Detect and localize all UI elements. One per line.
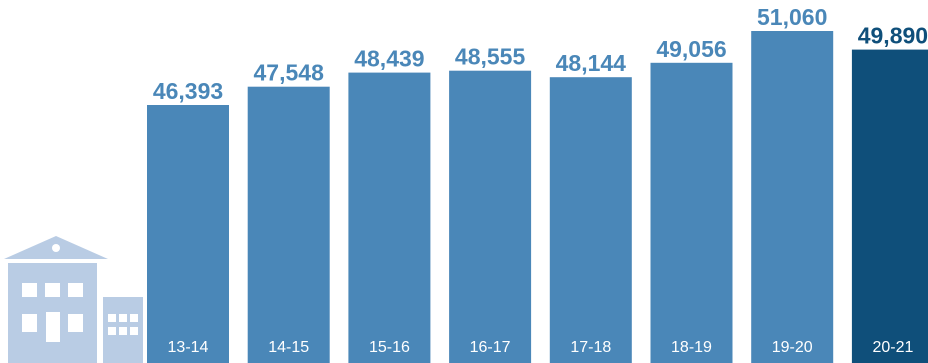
bar-16-17: [449, 70, 532, 363]
category-label-13-14: 13-14: [168, 339, 209, 356]
building-roof-window: [52, 244, 60, 252]
category-labels-group: 13-14 14-15 15-16 16-17 17-18 18-19 19-20 20-21: [168, 339, 914, 356]
category-label-17-18: 17-18: [570, 339, 611, 356]
value-label-18-19: 49,056: [656, 36, 726, 62]
building-door: [46, 312, 60, 342]
category-label-20-21: 20-21: [872, 339, 913, 356]
category-label-14-15: 14-15: [268, 339, 309, 356]
value-label-17-18: 48,144: [556, 50, 627, 76]
bar-17-18: [549, 77, 632, 363]
category-label-19-20: 19-20: [772, 339, 813, 356]
value-label-20-21: 49,890: [858, 23, 928, 49]
bar-19-20: [751, 31, 834, 363]
value-labels-group: 46,393 47,548 48,439 48,555 48,144 49,056 51,0…: [153, 4, 928, 104]
bar-15-16: [348, 72, 431, 363]
category-label-16-17: 16-17: [470, 339, 511, 356]
value-label-19-20: 51,060: [757, 4, 827, 30]
value-label-15-16: 48,439: [354, 46, 424, 72]
bars-group: [147, 31, 928, 363]
bar-13-14: [147, 105, 229, 363]
category-label-15-16: 15-16: [369, 339, 410, 356]
value-label-14-15: 47,548: [254, 60, 325, 86]
category-label-18-19: 18-19: [671, 339, 712, 356]
bar-18-19: [650, 62, 733, 363]
value-label-13-14: 46,393: [153, 78, 223, 104]
bar-14-15: [247, 86, 330, 363]
value-label-16-17: 48,555: [455, 44, 526, 70]
bar-20-21: [851, 49, 928, 363]
